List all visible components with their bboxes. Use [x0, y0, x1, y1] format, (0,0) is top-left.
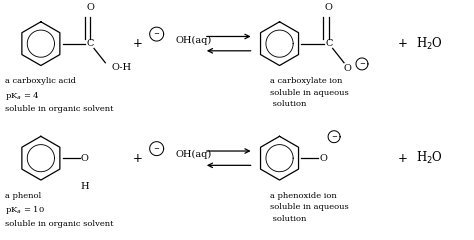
Text: a phenol
pK$_a$ = 10
soluble in organic solvent: a phenol pK$_a$ = 10 soluble in organic … [5, 192, 114, 228]
Text: −: − [359, 61, 365, 67]
Text: −: − [154, 146, 160, 152]
Text: H$_2$O: H$_2$O [416, 36, 443, 52]
Text: a carboxylate ion
soluble in aqueous
 solution: a carboxylate ion soluble in aqueous sol… [270, 77, 349, 108]
Text: +: + [133, 37, 143, 50]
Text: O-H: O-H [111, 63, 131, 72]
Text: O: O [344, 64, 352, 73]
Text: +: + [398, 152, 407, 165]
Text: a phenoxide ion
soluble in aqueous
 solution: a phenoxide ion soluble in aqueous solut… [270, 192, 349, 223]
Text: O: O [86, 3, 94, 12]
Text: H$_2$O: H$_2$O [416, 150, 443, 166]
Text: +: + [398, 37, 407, 50]
Text: O: O [319, 154, 327, 163]
Text: O: O [325, 3, 333, 12]
Text: a carboxylic acid
pK$_a$ = 4
soluble in organic solvent: a carboxylic acid pK$_a$ = 4 soluble in … [5, 77, 114, 114]
Text: OH(aq): OH(aq) [175, 150, 212, 159]
Text: H: H [80, 182, 89, 191]
Text: O: O [81, 154, 89, 163]
Text: C: C [325, 39, 333, 48]
Text: −: − [331, 134, 337, 140]
Text: OH(aq): OH(aq) [175, 36, 212, 45]
Text: C: C [87, 39, 94, 48]
Text: +: + [133, 152, 143, 165]
Text: −: − [154, 31, 160, 37]
